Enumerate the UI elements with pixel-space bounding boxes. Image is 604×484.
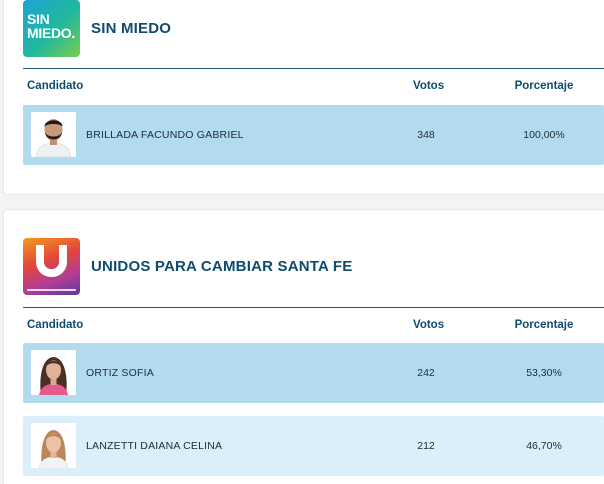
- party-header: UNIDOS PARA CAMBIAR SANTA FE: [23, 238, 352, 295]
- table-header: Candidato Votos Porcentaje: [23, 80, 604, 100]
- candidate-photo-female: [31, 423, 76, 468]
- u-letter-icon: [36, 245, 67, 277]
- candidate-votes: 242: [417, 367, 435, 379]
- candidate-row[interactable]: BRILLADA FACUNDO GABRIEL 348 100,00%: [23, 105, 604, 165]
- party-name: SIN MIEDO: [91, 20, 172, 37]
- column-header-percent: Porcentaje: [514, 80, 574, 92]
- candidate-percent: 53,30%: [526, 367, 562, 379]
- column-header-candidate: Candidato: [27, 80, 84, 92]
- table-header: Candidato Votos Porcentaje: [23, 319, 604, 339]
- party-card-sin-miedo: SIN MIEDO. SIN MIEDO Candidato Votos Por…: [4, 0, 604, 194]
- candidate-photo-male: [31, 112, 76, 157]
- candidate-votes: 212: [417, 440, 435, 452]
- party-card-unidos: UNIDOS PARA CAMBIAR SANTA FE Candidato V…: [4, 210, 604, 484]
- party-header: SIN MIEDO. SIN MIEDO: [23, 0, 171, 57]
- column-header-percent: Porcentaje: [514, 319, 574, 331]
- candidate-votes: 348: [417, 129, 435, 141]
- candidate-row[interactable]: LANZETTI DAIANA CELINA 212 46,70%: [23, 416, 604, 476]
- candidate-row[interactable]: ORTIZ SOFIA 242 53,30%: [23, 343, 604, 403]
- column-header-votes: Votos: [413, 319, 445, 331]
- candidate-percent: 46,70%: [526, 440, 562, 452]
- candidate-name: ORTIZ SOFIA: [86, 367, 154, 379]
- logo-subtext-icon: [27, 289, 76, 291]
- candidate-name: LANZETTI DAIANA CELINA: [86, 440, 223, 452]
- column-header-candidate: Candidato: [27, 319, 84, 331]
- divider: [23, 307, 604, 308]
- divider: [23, 68, 604, 69]
- candidate-percent: 100,00%: [523, 129, 565, 141]
- candidate-photo-female: [31, 350, 76, 395]
- party-logo-unidos: [23, 238, 80, 295]
- party-logo-sin-miedo: SIN MIEDO.: [23, 0, 80, 57]
- candidate-name: BRILLADA FACUNDO GABRIEL: [86, 129, 244, 141]
- column-header-votes: Votos: [413, 80, 445, 92]
- party-name: UNIDOS PARA CAMBIAR SANTA FE: [91, 258, 353, 275]
